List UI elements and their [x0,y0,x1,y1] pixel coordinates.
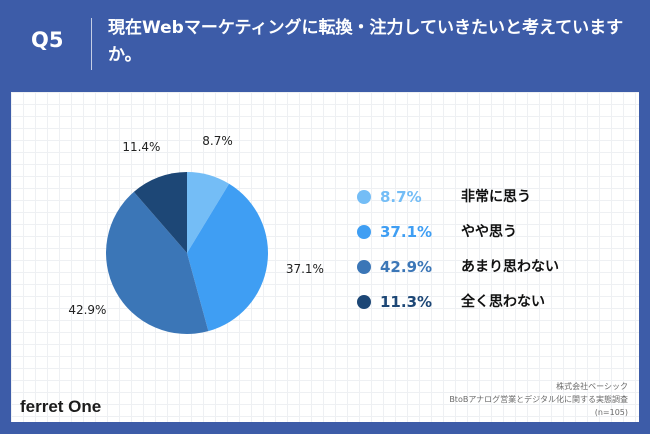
legend-swatch [357,260,371,274]
legend-percent: 42.9% [380,258,433,276]
slice-label-not-much: 42.9% [68,303,107,318]
legend-label: 非常に思う [461,189,531,205]
legend-item-not-much: 42.9% あまり思わない [357,256,597,278]
source-line: (n=105) [594,408,628,417]
legend-swatch [357,190,371,204]
slice-label-very: 8.7% [202,134,233,149]
slice-label-not-at-all: 11.4% [122,140,161,155]
pie-slice-not-much [106,191,209,334]
legend-item-not-at-all: 11.3% 全く思わない [357,291,597,313]
legend-item-somewhat: 37.1% やや思う [357,221,597,243]
pie-slice-very [187,172,230,253]
source-line: BtoBアナログ営業とデジタル化に関する実態調査 [449,395,628,404]
pie-chart [106,172,268,334]
source-note: 株式会社ベーシック BtoBアナログ営業とデジタル化に関する実態調査 (n=10… [378,380,628,419]
chart-card: 8.7% 37.1% 42.9% 11.4% [11,92,639,422]
legend-percent: 37.1% [380,223,433,241]
legend-swatch [357,295,371,309]
pie-slice-somewhat [187,183,268,332]
legend-item-very: 8.7% 非常に思う [357,186,597,208]
legend-label: やや思う [461,224,517,240]
pie-slice-not-at-all [133,172,187,253]
question-number: Q5 [31,28,64,52]
question-header: Q5 現在Webマーケティングに転換・注力していきたいと考えていますか。 [0,0,650,86]
source-line: 株式会社ベーシック [556,382,628,391]
legend-percent: 8.7% [380,188,422,206]
ferret-one-logo: ferret One [20,397,102,416]
header-divider [91,18,92,70]
legend-label: 全く思わない [461,294,545,310]
legend-swatch [357,225,371,239]
legend-label: あまり思わない [461,259,559,275]
legend-percent: 11.3% [380,293,433,311]
slice-label-somewhat: 37.1% [285,261,324,276]
question-title: 現在Webマーケティングに転換・注力していきたいと考えていますか。 [108,18,624,65]
